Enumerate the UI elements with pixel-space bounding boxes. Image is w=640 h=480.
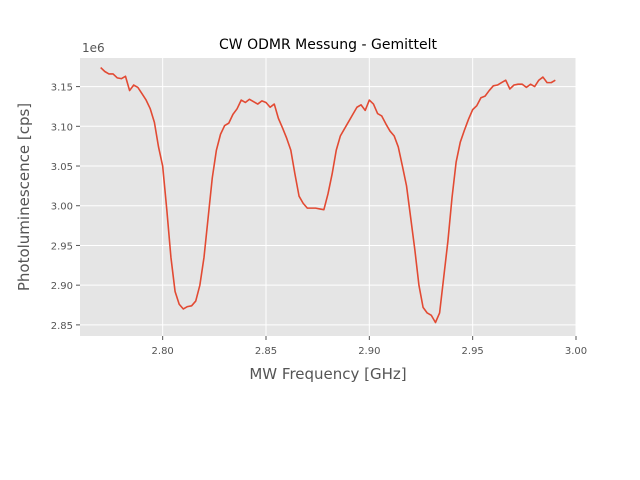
y-tick-label: 3.00 [51, 202, 73, 213]
y-tick-label: 3.05 [51, 162, 73, 173]
y-axis-label: Photoluminescence [cps] [15, 103, 33, 291]
x-tick-label: 2.80 [152, 346, 174, 357]
series-layer [100, 66, 556, 324]
x-tick-label: 2.90 [358, 346, 380, 357]
y-tick-label: 2.85 [51, 321, 73, 332]
y-tick-label: 2.95 [51, 241, 73, 252]
chart-title: CW ODMR Messung - Gemittelt [219, 37, 437, 53]
y-axis-ticks: 2.85 2.90 2.95 3.00 3.05 3.10 3.15 [51, 83, 80, 332]
x-gridlines [162, 58, 577, 336]
x-axis-ticks: 2.80 2.85 2.90 2.95 3.00 [152, 336, 587, 357]
x-tick-label: 2.85 [255, 346, 277, 357]
x-axis-label: MW Frequency [GHz] [249, 365, 406, 383]
series-line [100, 66, 556, 324]
y-tick-label: 3.10 [51, 122, 73, 133]
y-tick-label: 3.15 [51, 83, 73, 94]
y-axis-offset-label: 1e6 [82, 41, 105, 55]
x-tick-label: 3.00 [565, 346, 587, 357]
y-gridlines [80, 86, 576, 326]
y-tick-label: 2.90 [51, 281, 73, 292]
x-tick-label: 2.95 [462, 346, 484, 357]
